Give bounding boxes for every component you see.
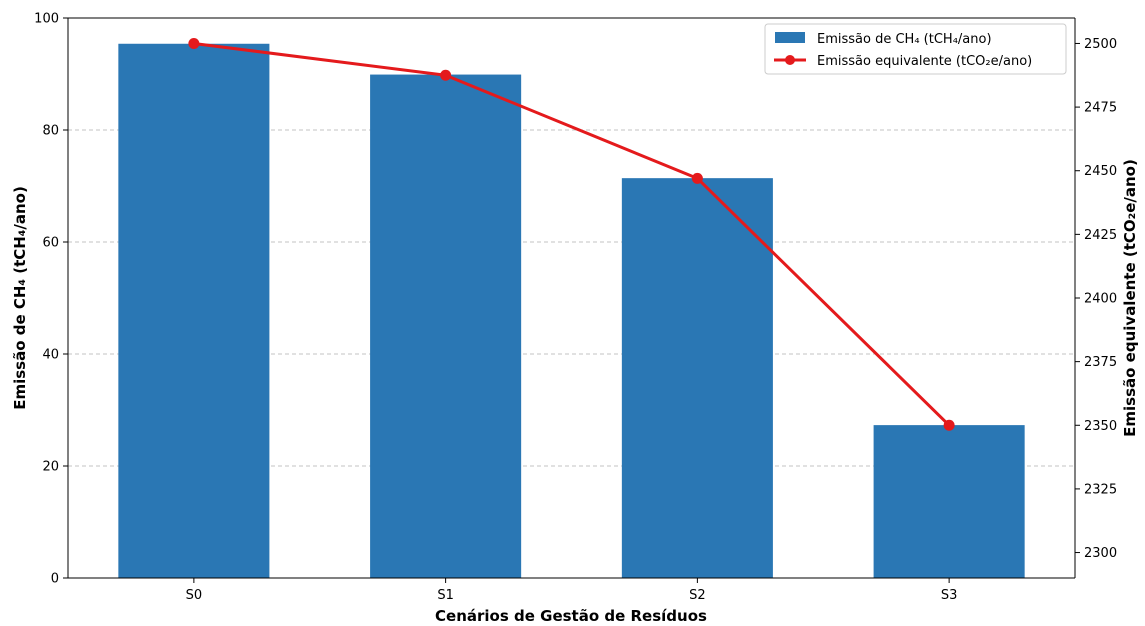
- bar: [873, 425, 1025, 578]
- y2-tick-label: 2475: [1084, 101, 1117, 116]
- line-point: [188, 37, 200, 49]
- line-point: [943, 419, 955, 431]
- y2-tick-label: 2325: [1084, 482, 1117, 497]
- x-tick-label: S2: [689, 588, 706, 603]
- legend-swatch-marker: [785, 55, 795, 65]
- bar: [118, 43, 270, 578]
- x-tick-label: S1: [437, 588, 454, 603]
- legend-label-bar: Emissão de CH₄ (tCH₄/ano): [817, 32, 992, 47]
- axes: [67, 17, 1076, 579]
- line-point: [440, 69, 452, 81]
- y-tick-label: 20: [42, 460, 59, 475]
- y-tick-label: 0: [51, 572, 59, 587]
- legend-label-line: Emissão equivalente (tCO₂e/ano): [817, 54, 1032, 69]
- line-series: [188, 37, 955, 431]
- y2-tick-label: 2450: [1084, 164, 1117, 179]
- legend-box: [764, 23, 1067, 75]
- x-tick-label: S0: [186, 588, 203, 603]
- y-tick-label: 100: [34, 12, 59, 27]
- line-point: [691, 172, 703, 184]
- y2-tick-label: 2500: [1084, 37, 1117, 52]
- y2-tick-label: 2375: [1084, 355, 1117, 370]
- y-tick-label: 60: [42, 236, 59, 251]
- y-axis-title: Emissão de CH₄ (tCH₄/ano): [11, 186, 29, 410]
- y-tick-label: 80: [42, 124, 59, 139]
- y2-tick-label: 2400: [1084, 292, 1117, 307]
- bar: [621, 178, 773, 578]
- ticks: 0 20 40 60 80 100 2300 2325 2350 2375 2400 2425 2450…: [34, 12, 1117, 604]
- bar: [370, 74, 522, 578]
- x-axis-title: Cenários de Gestão de Resíduos: [435, 607, 707, 625]
- y2-tick-label: 2425: [1084, 228, 1117, 243]
- legend: Emissão de CH₄ (tCH₄/ano) Emissão equiva…: [764, 23, 1067, 75]
- y2-tick-label: 2300: [1084, 546, 1117, 561]
- y2-axis-title: Emissão equivalente (tCO₂e/ano): [1121, 159, 1139, 437]
- x-tick-label: S3: [941, 588, 958, 603]
- y-tick-label: 40: [42, 348, 59, 363]
- series-line: [193, 41, 951, 427]
- y2-tick-label: 2350: [1084, 419, 1117, 434]
- bars: [118, 43, 1025, 578]
- legend-swatch-bar: [775, 32, 805, 43]
